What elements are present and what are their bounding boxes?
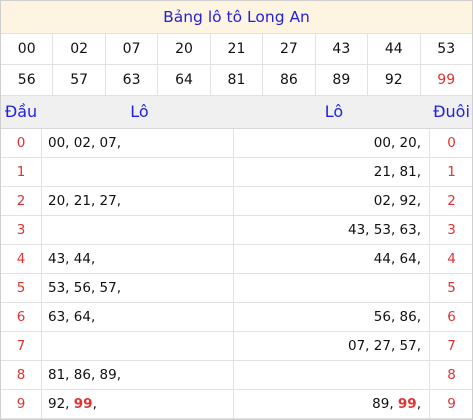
header-lo-left: Lô	[130, 102, 149, 121]
duoi-digit: 9	[447, 396, 456, 412]
lo-right-text: 89,	[372, 396, 398, 412]
number-cell: 81	[211, 65, 264, 95]
lo-left-text: 92,	[48, 396, 74, 412]
number-cell: 44	[368, 34, 421, 64]
duoi-digit: 5	[447, 280, 456, 296]
lo-right-cell: 07, 27, 57,	[238, 332, 430, 360]
dau-digit: 8	[1, 361, 42, 389]
number-cell: 57	[53, 65, 106, 95]
duoi-digit: 8	[447, 367, 456, 383]
lo-left-highlight: 99	[73, 396, 93, 412]
lo-left-text: 00, 02, 07,	[48, 135, 121, 151]
number-cell: 43	[316, 34, 369, 64]
lo-left-cell: 43, 44,	[42, 245, 234, 273]
number-cell: 89	[316, 65, 369, 95]
table-row: 5 53, 56, 57, 5	[1, 274, 472, 303]
lo-right-text: 56, 86,	[373, 309, 421, 325]
lo-right-text: 21, 81,	[373, 164, 421, 180]
dau-digit: 1	[1, 158, 42, 186]
lo-right-cell: 02, 92,	[238, 187, 430, 215]
lo-right-cell: 44, 64,	[238, 245, 430, 273]
numbers-row-1: 00 02 07 20 21 27 43 44 53	[1, 34, 472, 65]
table-body: 0 00, 02, 07, 00, 20, 0 1 21, 81, 1 2 20, 21, 27…	[1, 129, 472, 419]
table-row: 4 43, 44, 44, 64, 4	[1, 245, 472, 274]
table-header: Đầu Lô Lô Đuôi	[1, 96, 472, 129]
table-row: 0 00, 02, 07, 00, 20, 0	[1, 129, 472, 158]
lo-left-text: 43, 44,	[48, 251, 96, 267]
duoi-digit: 6	[447, 309, 456, 325]
table-row: 2 20, 21, 27, 02, 92, 2	[1, 187, 472, 216]
lo-left-tail: ,	[92, 396, 97, 412]
lo-left-cell: 92, 99,	[42, 390, 234, 418]
table-row: 9 92, 99, 89, 99, 9	[1, 390, 472, 419]
number-cell: 00	[1, 34, 54, 64]
header-dau: Đầu	[4, 102, 38, 121]
dau-digit: 7	[1, 332, 42, 360]
duoi-digit: 1	[447, 164, 456, 180]
lo-right-cell: 00, 20,	[238, 129, 430, 157]
lo-left-cell	[42, 158, 234, 186]
lo-right-cell: 56, 86,	[238, 303, 430, 331]
lo-right-text: 00, 20,	[373, 135, 421, 151]
lo-right-text: 02, 92,	[373, 193, 421, 209]
lo-right-cell: 21, 81,	[238, 158, 430, 186]
lo-right-cell	[238, 274, 430, 302]
lo-right-cell: 89, 99,	[238, 390, 430, 418]
number-cell: 07	[106, 34, 159, 64]
table-row: 8 81, 86, 89, 8	[1, 361, 472, 390]
number-cell: 21	[211, 34, 264, 64]
lo-right-text: 07, 27, 57,	[348, 338, 421, 354]
duoi-digit: 0	[447, 135, 456, 151]
lo-left-cell: 53, 56, 57,	[42, 274, 234, 302]
lo-left-cell: 20, 21, 27,	[42, 187, 234, 215]
lo-left-cell: 00, 02, 07,	[42, 129, 234, 157]
table-row: 1 21, 81, 1	[1, 158, 472, 187]
number-cell: 92	[368, 65, 421, 95]
dau-digit: 0	[1, 129, 42, 157]
table-row: 3 43, 53, 63, 3	[1, 216, 472, 245]
header-duoi: Đuôi	[433, 102, 470, 121]
lo-left-text: 81, 86, 89,	[48, 367, 121, 383]
number-cell: 20	[158, 34, 211, 64]
duoi-digit: 3	[447, 222, 456, 238]
lo-right-tail: ,	[416, 396, 421, 412]
lo-right-cell	[238, 361, 430, 389]
number-cell: 86	[263, 65, 316, 95]
number-cell: 64	[158, 65, 211, 95]
numbers-row-2: 56 57 63 64 81 86 89 92 99	[1, 65, 472, 96]
lo-left-text: 63, 64,	[48, 309, 96, 325]
number-cell: 27	[263, 34, 316, 64]
number-cell: 53	[437, 41, 456, 57]
lo-right-text: 43, 53, 63,	[348, 222, 421, 238]
dau-digit: 3	[1, 216, 42, 244]
dau-digit: 2	[1, 187, 42, 215]
lo-left-cell: 81, 86, 89,	[42, 361, 234, 389]
table-title: Bảng lô tô Long An	[1, 1, 472, 34]
duoi-digit: 4	[447, 251, 456, 267]
duoi-digit: 2	[447, 193, 456, 209]
number-cell: 02	[53, 34, 106, 64]
lo-left-cell	[42, 216, 234, 244]
number-cell-highlighted: 99	[437, 72, 456, 88]
dau-digit: 4	[1, 245, 42, 273]
lo-left-text: 20, 21, 27,	[48, 193, 121, 209]
lo-right-cell: 43, 53, 63,	[238, 216, 430, 244]
dau-digit: 6	[1, 303, 42, 331]
header-lo-right: Lô	[324, 102, 344, 121]
lo-right-highlight: 99	[397, 396, 417, 412]
number-cell: 63	[106, 65, 159, 95]
dau-digit: 9	[1, 390, 42, 418]
number-cell: 56	[1, 65, 54, 95]
lo-left-cell: 63, 64,	[42, 303, 234, 331]
lo-left-text: 53, 56, 57,	[48, 280, 121, 296]
table-row: 6 63, 64, 56, 86, 6	[1, 303, 472, 332]
lo-left-cell	[42, 332, 234, 360]
table-row: 7 07, 27, 57, 7	[1, 332, 472, 361]
dau-digit: 5	[1, 274, 42, 302]
lo-right-text: 44, 64,	[373, 251, 421, 267]
duoi-digit: 7	[447, 338, 456, 354]
